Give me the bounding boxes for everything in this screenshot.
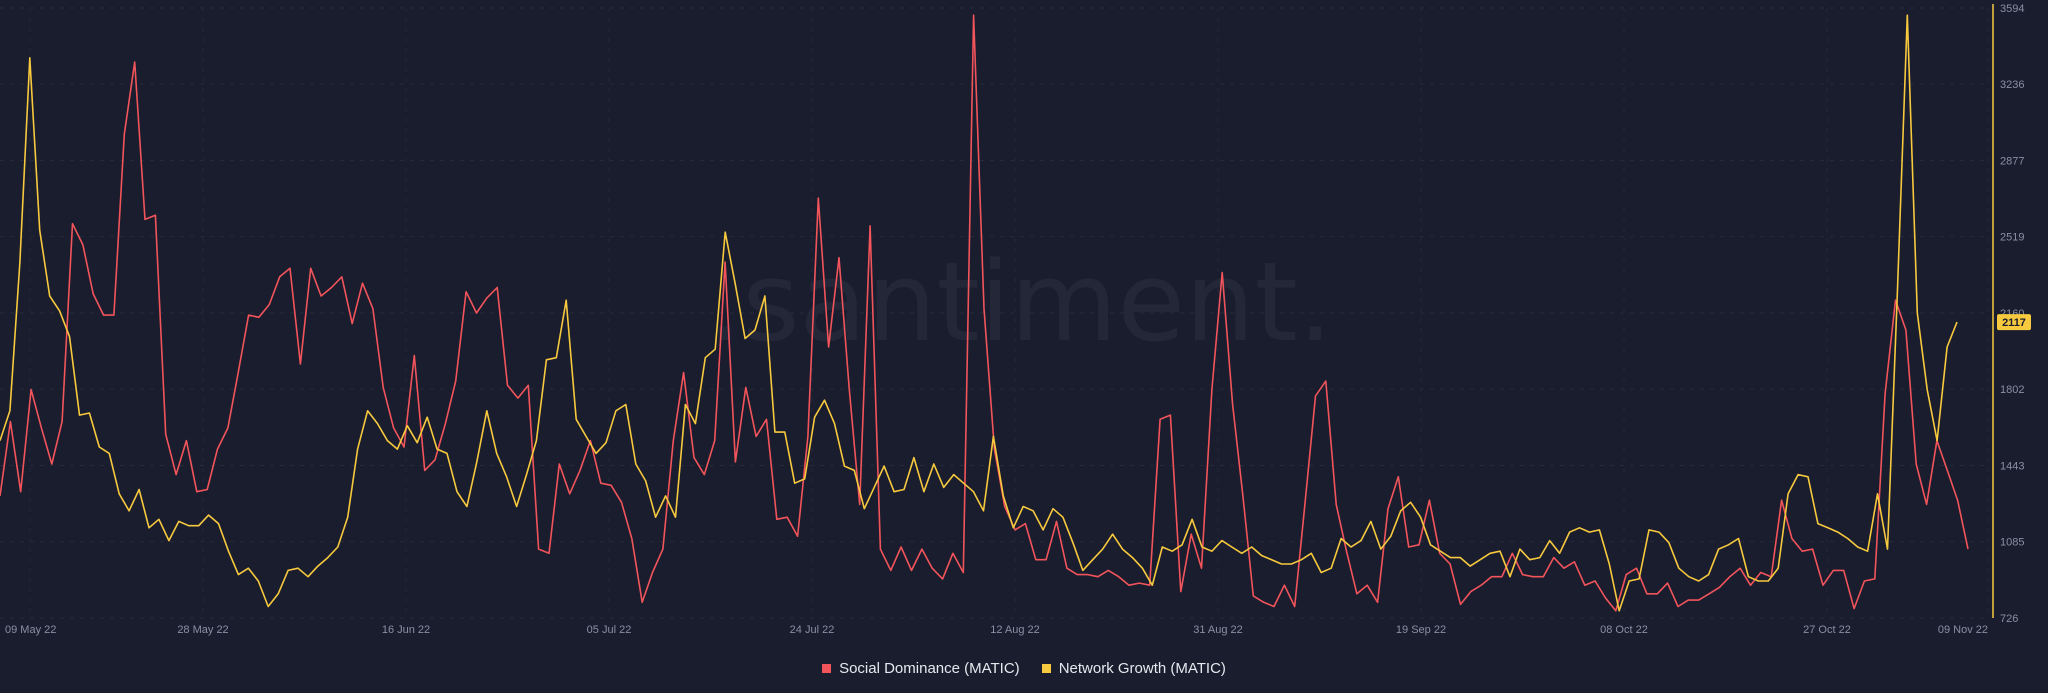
x-tick-label: 09 May 22 [5,624,56,636]
x-tick-label: 28 May 22 [177,624,228,636]
legend-label-network-growth: Network Growth (MATIC) [1059,660,1226,677]
y-tick-label: 3594 [2000,3,2024,15]
legend-item-network-growth[interactable]: Network Growth (MATIC) [1042,660,1226,677]
x-tick-label: 16 Jun 22 [382,624,430,636]
y-tick-label: 1802 [2000,384,2024,396]
x-tick-label: 09 Nov 22 [1938,624,1988,636]
y-tick-label: 726 [2000,613,2018,625]
last-value-badge: 2117 [1997,314,2031,330]
y-tick-label: 2877 [2000,156,2024,168]
y-tick-label: 1443 [2000,461,2024,473]
legend-swatch-network-growth [1042,664,1051,673]
x-tick-label: 08 Oct 22 [1600,624,1648,636]
y-tick-label: 3236 [2000,79,2024,91]
legend: Social Dominance (MATIC) Network Growth … [0,656,2048,680]
y-tick-label: 2519 [2000,232,2024,244]
watermark-text: .santiment. [707,238,1333,366]
x-tick-label: 24 Jul 22 [790,624,835,636]
last-value-badge-text: 2117 [2002,317,2026,329]
legend-swatch-social-dominance [822,664,831,673]
x-tick-label: 19 Sep 22 [1396,624,1446,636]
x-tick-label: 12 Aug 22 [990,624,1040,636]
x-tick-label: 05 Jul 22 [587,624,632,636]
x-axis: 09 May 22 28 May 22 16 Jun 22 05 Jul 22 24 J… [5,624,1988,636]
legend-item-social-dominance[interactable]: Social Dominance (MATIC) [822,660,1020,677]
y-axis-right: 72610851443180221602519287732363594 [1993,3,2024,625]
y-tick-label: 1085 [2000,537,2024,549]
x-tick-label: 31 Aug 22 [1193,624,1243,636]
x-tick-label: 27 Oct 22 [1803,624,1851,636]
legend-label-social-dominance: Social Dominance (MATIC) [839,660,1020,677]
